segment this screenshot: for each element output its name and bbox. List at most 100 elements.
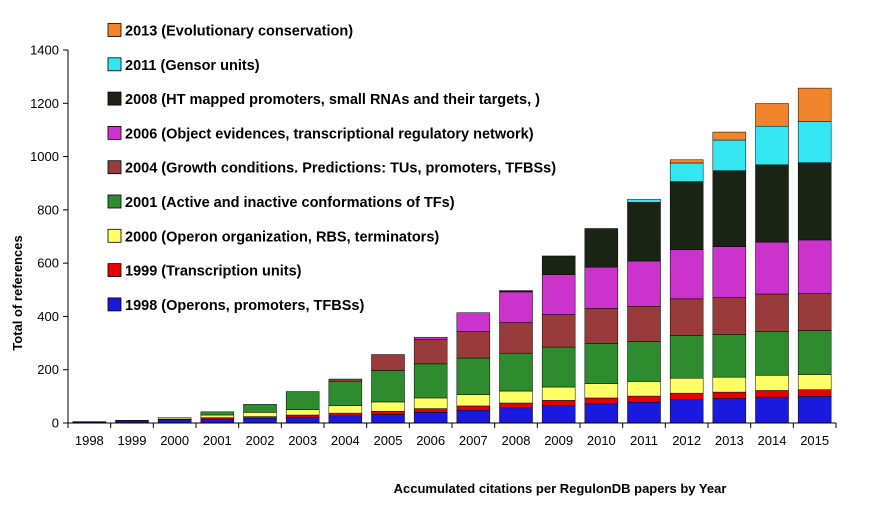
bar-segment (413, 339, 448, 365)
bar-segment (755, 103, 789, 127)
bar-segment (755, 331, 789, 376)
bar-segment (669, 159, 704, 164)
y-tick-label: 800 (37, 202, 59, 217)
bar-segment (584, 228, 619, 268)
legend-label: 2011 (Gensor units) (125, 58, 260, 74)
bar-segment (669, 377, 704, 394)
bar-segment (541, 274, 576, 315)
y-axis-title: Total of references (10, 235, 25, 350)
bar-segment (499, 390, 533, 404)
bar-segment (755, 396, 789, 424)
x-tick-label: 2006 (416, 433, 445, 448)
bar-segment (797, 396, 832, 424)
bar-segment (499, 402, 533, 409)
legend-swatch (107, 263, 122, 278)
legend-swatch (107, 91, 122, 106)
bar-segment (456, 409, 491, 424)
bar-segment (328, 380, 363, 406)
bar-segment (627, 306, 661, 342)
bar-segment (797, 162, 832, 241)
x-tick-label: 2015 (800, 433, 829, 448)
bar-segment (797, 239, 832, 294)
legend-label: 2006 (Object evidences, transcriptional … (125, 126, 534, 142)
x-tick-label: 2007 (459, 433, 488, 448)
bar-segment (456, 357, 491, 396)
bar-segment (584, 266, 619, 309)
legend-label: 2001 (Active and inactive conformations … (125, 195, 455, 211)
bar-segment (712, 391, 747, 399)
bar-segment (584, 343, 619, 384)
bar-segment (712, 139, 747, 171)
bar-segment (712, 334, 747, 378)
legend-swatch (107, 126, 122, 140)
bar-segment (797, 87, 832, 122)
bar-segment (627, 395, 661, 403)
legend-label: 2008 (HT mapped promoters, small RNAs an… (125, 92, 540, 108)
bar-segment (499, 291, 533, 323)
bar-segment (712, 131, 747, 141)
bar-segment (669, 162, 704, 182)
bar-segment (499, 290, 533, 293)
y-tick-label: 600 (37, 256, 59, 271)
bar-segment (243, 412, 277, 417)
bar-segment (200, 414, 235, 418)
y-tick-label: 400 (37, 309, 59, 324)
legend-label: 2004 (Growth conditions. Predictions: TU… (125, 161, 556, 177)
x-tick-label: 1998 (75, 433, 104, 448)
legend-swatch (107, 160, 122, 175)
bar-segment (755, 293, 789, 332)
bar-segment (755, 164, 789, 243)
bar-segment (755, 241, 789, 295)
bar-segment (797, 389, 832, 397)
bar-segment (413, 336, 448, 340)
legend-swatch (107, 194, 122, 209)
x-tick-label: 2014 (758, 433, 787, 448)
x-tick-label: 2005 (374, 433, 403, 448)
bar-segment (584, 397, 619, 405)
bar-segment (413, 397, 448, 409)
bar-segment (115, 420, 149, 422)
bar-segment (541, 400, 576, 406)
bar-segment (669, 298, 704, 336)
bar-segment (797, 330, 832, 375)
legend-swatch (107, 228, 122, 243)
x-tick-label: 2002 (246, 433, 275, 448)
bar-segment (371, 411, 405, 415)
y-tick-label: 1200 (30, 96, 59, 111)
bar-segment (157, 417, 192, 420)
x-tick-label: 2010 (587, 433, 616, 448)
bar-segment (243, 417, 277, 424)
bar-segment (627, 381, 661, 397)
bar-segment (328, 378, 363, 382)
y-tick-label: 200 (37, 362, 59, 377)
bar-segment (712, 296, 747, 335)
bar-segment (669, 249, 704, 300)
bars-group (72, 87, 832, 424)
bar-segment (627, 198, 661, 203)
bar-segment (669, 335, 704, 379)
y-tick-label: 1400 (30, 43, 59, 58)
bar-segment (669, 181, 704, 250)
bar-segment (712, 170, 747, 247)
bar-segment (371, 401, 405, 412)
bar-segment (541, 314, 576, 348)
x-tick-label: 2009 (544, 433, 573, 448)
bar-segment (456, 405, 491, 411)
bar-segment (541, 255, 576, 275)
y-ticks-group: 0 200 400 600 800 1000 1200 1400 (30, 43, 68, 431)
bar-segment (285, 409, 320, 416)
bar-segment (285, 391, 320, 410)
bar-segment (541, 405, 576, 424)
x-tick-label: 2000 (160, 433, 189, 448)
bar-segment (285, 414, 320, 418)
bar-segment (584, 308, 619, 344)
bar-segment (712, 376, 747, 393)
y-tick-label: 0 (52, 416, 59, 431)
legend-label: 1998 (Operons, promoters, TFBSs) (125, 298, 364, 314)
x-tick-label: 1999 (118, 433, 147, 448)
x-tick-label: 2003 (288, 433, 317, 448)
legend-swatch (107, 57, 122, 72)
bar-segment (371, 414, 405, 424)
bar-segment (499, 352, 533, 392)
